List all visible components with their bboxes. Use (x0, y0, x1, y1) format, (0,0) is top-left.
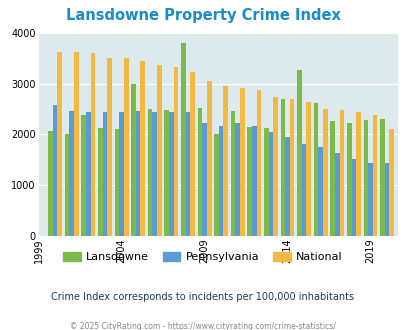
Bar (351, 159, 355, 236)
Bar (223, 86, 228, 236)
Text: © 2025 CityRating.com - https://www.cityrating.com/crime-statistics/: © 2025 CityRating.com - https://www.city… (70, 322, 335, 330)
Text: Crime Index corresponds to incidents per 100,000 inhabitants: Crime Index corresponds to incidents per… (51, 292, 354, 302)
Text: Lansdowne Property Crime Index: Lansdowne Property Crime Index (65, 8, 340, 23)
Bar (114, 129, 119, 236)
Bar (98, 128, 102, 236)
Bar (334, 153, 339, 236)
Bar (197, 108, 202, 236)
Bar (202, 123, 206, 236)
Bar (119, 112, 124, 236)
Bar (168, 112, 173, 236)
Bar (65, 135, 69, 236)
Bar (313, 103, 318, 236)
Bar (81, 115, 86, 236)
Bar (218, 126, 223, 236)
Bar (107, 58, 112, 236)
Bar (102, 112, 107, 236)
Bar (268, 132, 273, 236)
Bar (346, 123, 351, 236)
Bar (330, 121, 334, 236)
Bar (147, 109, 152, 236)
Bar (131, 84, 136, 236)
Bar (280, 99, 284, 236)
Bar (185, 112, 190, 236)
Bar (252, 126, 256, 236)
Bar (181, 43, 185, 236)
Bar (230, 111, 235, 236)
Bar (263, 128, 268, 236)
Bar (247, 127, 252, 236)
Bar (48, 131, 53, 236)
Bar (235, 123, 239, 236)
Legend: Lansdowne, Pennsylvania, National: Lansdowne, Pennsylvania, National (58, 248, 347, 267)
Bar (318, 147, 322, 236)
Bar (206, 81, 211, 236)
Bar (213, 135, 218, 236)
Bar (384, 163, 388, 236)
Bar (289, 99, 294, 236)
Bar (157, 65, 161, 236)
Bar (256, 90, 261, 236)
Bar (372, 115, 377, 236)
Bar (74, 52, 79, 236)
Bar (388, 129, 393, 236)
Bar (136, 111, 140, 236)
Bar (362, 120, 367, 236)
Bar (367, 163, 372, 236)
Bar (296, 70, 301, 236)
Bar (322, 109, 327, 236)
Bar (306, 102, 310, 236)
Bar (164, 110, 168, 236)
Bar (53, 105, 58, 236)
Bar (173, 67, 178, 236)
Bar (90, 53, 95, 236)
Bar (124, 58, 128, 236)
Bar (239, 88, 244, 236)
Bar (69, 111, 74, 236)
Bar (86, 112, 90, 236)
Bar (339, 110, 343, 236)
Bar (190, 72, 194, 236)
Bar (58, 52, 62, 236)
Bar (273, 97, 277, 236)
Bar (301, 144, 306, 236)
Bar (284, 137, 289, 236)
Bar (140, 61, 145, 236)
Bar (379, 119, 384, 236)
Bar (152, 112, 157, 236)
Bar (355, 112, 360, 236)
